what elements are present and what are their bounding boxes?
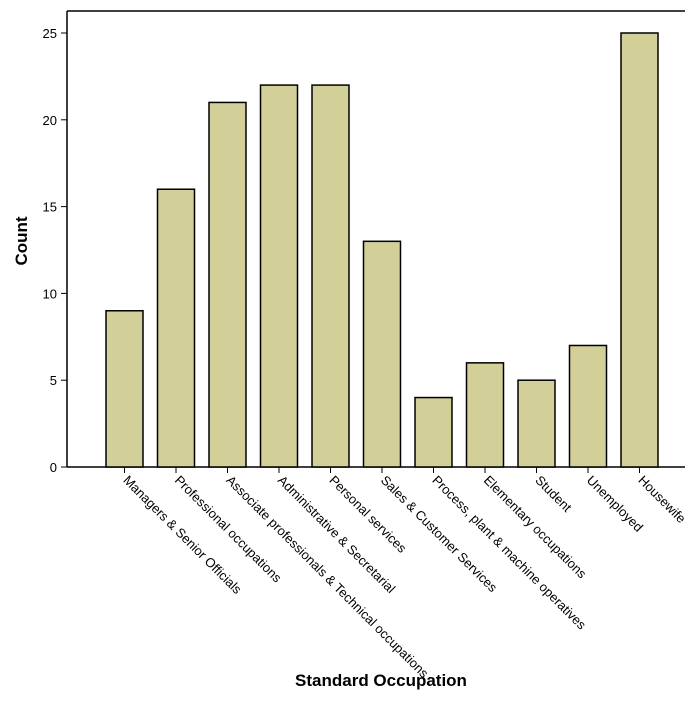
bar xyxy=(517,379,556,468)
y-axis: 0 5 10 15 20 25 xyxy=(43,26,67,475)
bar xyxy=(156,188,196,468)
y-tick-label: 20 xyxy=(43,113,57,128)
x-axis-title: Standard Occupation xyxy=(295,671,467,690)
bar xyxy=(568,344,608,468)
x-axis: Managers & Senior OfficialsProfessional … xyxy=(120,467,685,681)
y-tick-label: 5 xyxy=(50,373,57,388)
y-tick-label: 10 xyxy=(43,286,57,301)
bars xyxy=(105,32,659,468)
x-tick-label: Elementary occupations xyxy=(481,473,590,582)
x-tick-label: Housewife xyxy=(635,473,685,527)
bar xyxy=(311,84,350,468)
bar xyxy=(414,396,453,468)
bar xyxy=(465,362,505,468)
y-axis-title: Count xyxy=(12,216,31,265)
y-tick-label: 25 xyxy=(43,26,57,41)
x-tick-label: Student xyxy=(532,473,575,516)
bar xyxy=(259,84,299,468)
bar xyxy=(620,32,659,468)
bar xyxy=(105,310,144,468)
bar xyxy=(362,240,402,468)
y-tick-label: 15 xyxy=(43,200,57,215)
bar xyxy=(208,101,247,468)
y-tick-label: 0 xyxy=(50,460,57,475)
